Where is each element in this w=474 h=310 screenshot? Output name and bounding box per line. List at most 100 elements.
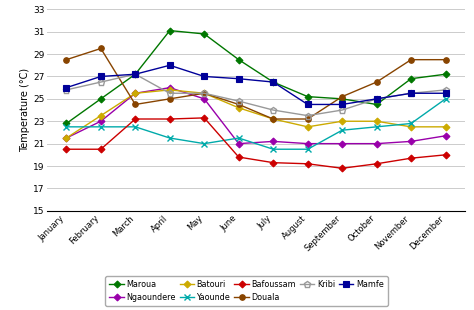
Batouri <box>64 136 69 140</box>
Kribi <box>374 97 380 101</box>
Line: Bafoussam: Bafoussam <box>64 115 448 171</box>
Douala <box>305 117 310 121</box>
Mamfe <box>270 80 276 84</box>
Yaounde <box>167 136 173 140</box>
Batouri <box>167 88 173 92</box>
Ngaoundere <box>98 119 104 123</box>
Ngaoundere <box>236 142 242 145</box>
Line: Maroua: Maroua <box>64 28 448 126</box>
Mamfe <box>443 91 448 95</box>
Maroua <box>167 29 173 33</box>
Batouri <box>408 125 414 129</box>
Maroua <box>305 95 310 99</box>
Kribi <box>167 91 173 95</box>
Mamfe <box>201 75 207 78</box>
Douala <box>98 46 104 50</box>
Bafoussam <box>167 117 173 121</box>
Maroua <box>201 32 207 36</box>
Yaounde <box>236 136 242 140</box>
Maroua <box>339 97 345 101</box>
Y-axis label: Temperature (°C): Temperature (°C) <box>20 68 30 152</box>
Line: Yaounde: Yaounde <box>63 95 449 153</box>
Batouri <box>270 117 276 121</box>
Maroua <box>64 122 69 125</box>
Mamfe <box>408 91 414 95</box>
Bafoussam <box>64 147 69 151</box>
Yaounde <box>374 125 380 129</box>
Kribi <box>408 91 414 95</box>
Line: Batouri: Batouri <box>64 87 448 140</box>
Batouri <box>339 119 345 123</box>
Yaounde <box>98 125 104 129</box>
Batouri <box>305 125 310 129</box>
Kribi <box>339 108 345 112</box>
Douala <box>408 58 414 61</box>
Bafoussam <box>374 162 380 166</box>
Kribi <box>98 80 104 84</box>
Ngaoundere <box>374 142 380 145</box>
Bafoussam <box>132 117 138 121</box>
Bafoussam <box>236 155 242 159</box>
Ngaoundere <box>167 86 173 90</box>
Maroua <box>270 80 276 84</box>
Legend: Maroua, Ngaoundere, Batouri, Yaounde, Bafoussam, Douala, Kribi, Mamfe: Maroua, Ngaoundere, Batouri, Yaounde, Ba… <box>105 276 388 306</box>
Douala <box>132 103 138 106</box>
Mamfe <box>167 64 173 67</box>
Yaounde <box>270 147 276 151</box>
Ngaoundere <box>305 142 310 145</box>
Mamfe <box>132 72 138 76</box>
Batouri <box>374 119 380 123</box>
Ngaoundere <box>339 142 345 145</box>
Line: Douala: Douala <box>64 46 448 122</box>
Yaounde <box>408 122 414 125</box>
Mamfe <box>305 103 310 106</box>
Kribi <box>201 91 207 95</box>
Ngaoundere <box>201 97 207 101</box>
Kribi <box>305 114 310 117</box>
Bafoussam <box>270 161 276 165</box>
Yaounde <box>443 97 448 101</box>
Mamfe <box>374 97 380 101</box>
Batouri <box>132 91 138 95</box>
Batouri <box>201 91 207 95</box>
Batouri <box>236 106 242 110</box>
Yaounde <box>132 125 138 129</box>
Ngaoundere <box>132 91 138 95</box>
Maroua <box>443 72 448 76</box>
Mamfe <box>339 103 345 106</box>
Douala <box>443 58 448 61</box>
Douala <box>167 97 173 101</box>
Maroua <box>236 58 242 61</box>
Douala <box>201 91 207 95</box>
Batouri <box>443 125 448 129</box>
Line: Mamfe: Mamfe <box>64 63 448 107</box>
Yaounde <box>64 125 69 129</box>
Mamfe <box>236 77 242 81</box>
Ngaoundere <box>64 136 69 140</box>
Kribi <box>443 88 448 92</box>
Bafoussam <box>98 147 104 151</box>
Bafoussam <box>408 156 414 160</box>
Douala <box>374 80 380 84</box>
Mamfe <box>98 75 104 78</box>
Line: Kribi: Kribi <box>63 71 449 119</box>
Ngaoundere <box>270 140 276 143</box>
Douala <box>339 95 345 99</box>
Ngaoundere <box>443 134 448 138</box>
Yaounde <box>339 128 345 132</box>
Maroua <box>408 77 414 81</box>
Douala <box>270 117 276 121</box>
Kribi <box>132 72 138 76</box>
Yaounde <box>201 142 207 145</box>
Bafoussam <box>305 162 310 166</box>
Line: Ngaoundere: Ngaoundere <box>64 85 448 146</box>
Batouri <box>98 114 104 117</box>
Maroua <box>132 72 138 76</box>
Douala <box>64 58 69 61</box>
Kribi <box>64 88 69 92</box>
Kribi <box>270 108 276 112</box>
Ngaoundere <box>408 140 414 143</box>
Mamfe <box>64 86 69 90</box>
Bafoussam <box>443 153 448 157</box>
Bafoussam <box>201 116 207 120</box>
